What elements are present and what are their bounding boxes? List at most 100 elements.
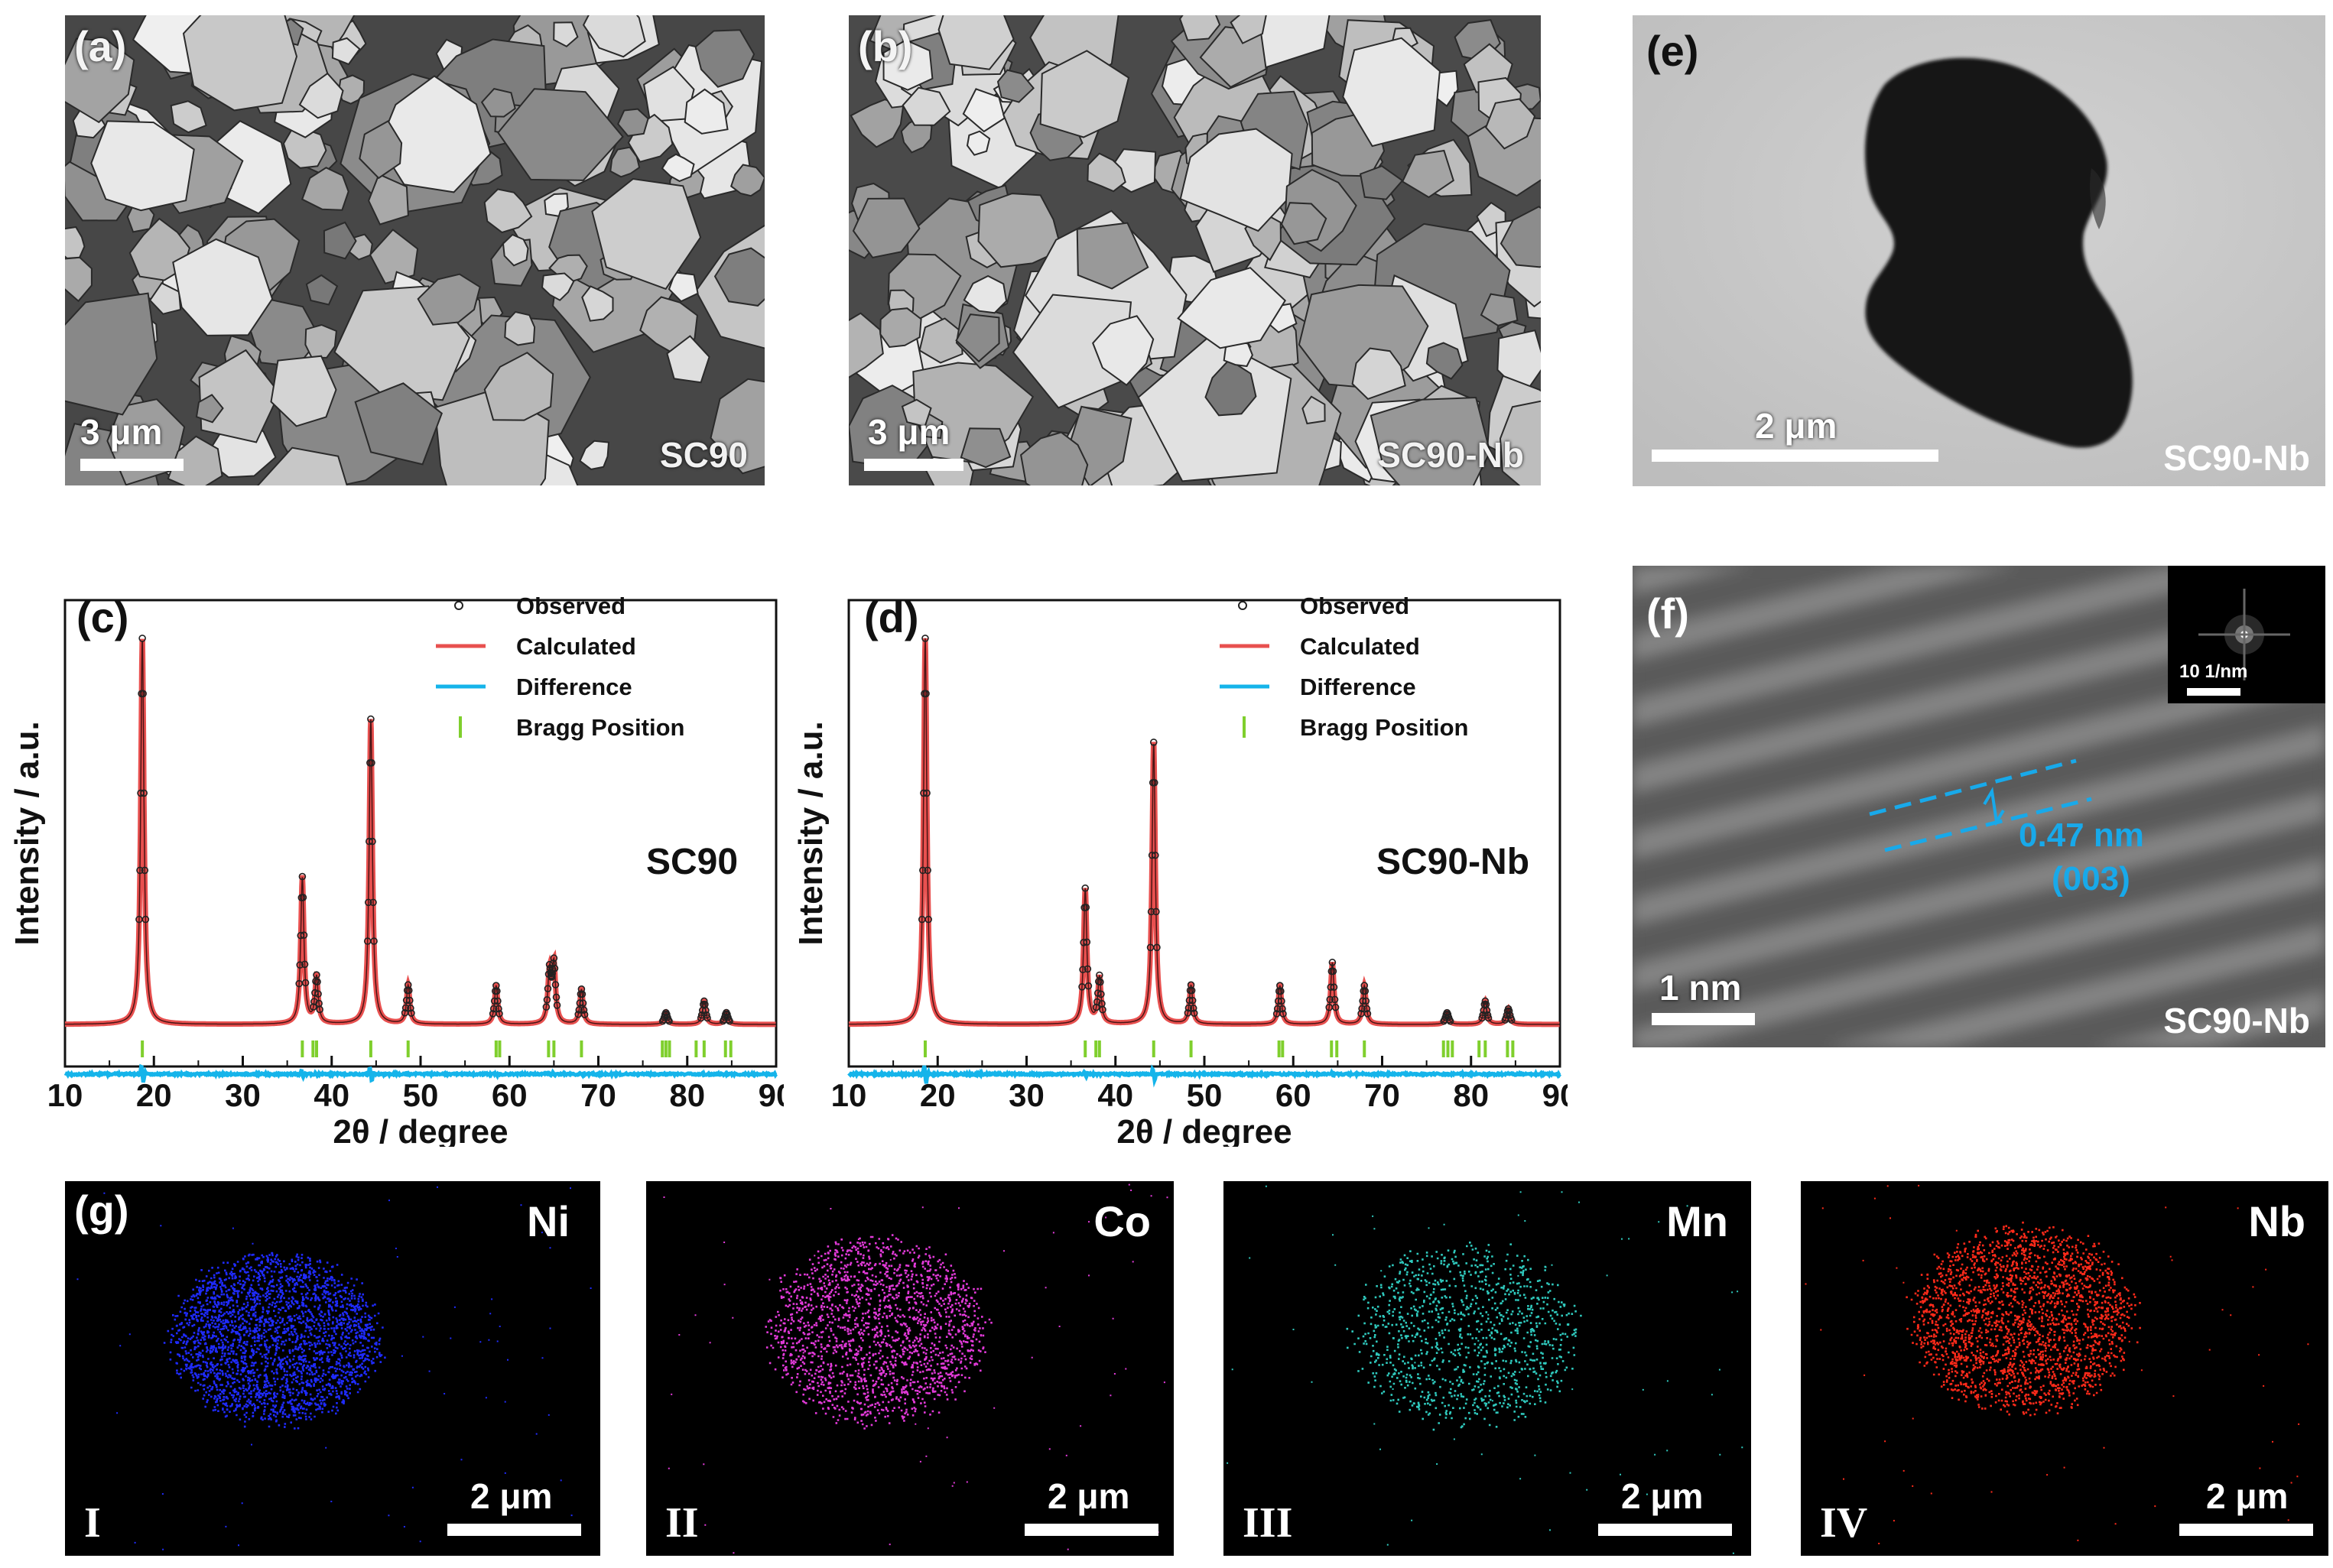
observed-point [1481,997,1490,1005]
sem-particles-sc90 [65,15,765,485]
observed-point [370,937,378,945]
legend-entry: Calculated [1300,633,1420,660]
sem-particle [1280,202,1327,245]
scale-bar-b [864,459,963,471]
observed-point [1147,907,1155,916]
observed-point [548,973,556,981]
x-tick-label: 40 [1097,1077,1133,1113]
observed-point [406,996,414,1005]
plot-frame [847,599,1561,1068]
xrd-chart-sc90-nb-svg: 10 20 30 40 50 60 70 80 90 2θ / degree Intensity /… [792,592,1568,1147]
observed-point [1358,1005,1366,1013]
panel-label-a: (a) [74,22,127,70]
sem-particle [304,323,337,359]
observed-point [366,837,373,846]
difference-curve [847,1064,1561,1088]
observed-point [313,971,320,979]
sem-particle [170,100,207,134]
sem-particle [962,88,1006,133]
observed-point [489,1005,498,1013]
xrd-chart-sc90-svg: 10 20 30 40 50 60 70 80 90 2θ / degree Intensity /… [8,592,784,1147]
observed-point [369,837,376,846]
sem-particle [1500,206,1541,268]
sem-particles-sc90-nb [849,15,1541,485]
observed-point [408,1009,415,1017]
observed-point [1363,1005,1371,1013]
sem-particle [582,15,646,58]
eds-dots-nb [1805,1184,2309,1544]
x-tick-label: 20 [920,1077,956,1113]
sem-particle [298,72,344,119]
sem-particle [270,355,337,427]
sem-particle [504,310,536,346]
sem-particle [581,285,614,322]
x-tick-label: 80 [669,1077,705,1113]
sem-particle [305,274,339,306]
legend-entry: Observed [1300,592,1409,619]
observed-point [576,999,584,1007]
sem-particle [850,99,905,148]
observed-point [1093,998,1101,1006]
legend-entry: Bragg Position [1300,714,1468,741]
sem-particle [591,177,702,291]
sem-particle [694,29,755,88]
observed-point [580,1006,588,1014]
eds-element-co: Co [1093,1197,1151,1245]
sample-label-a: SC90 [659,435,748,475]
sem-image-sc90: (a) 3 μm SC90 [65,15,765,485]
sem-particle [1020,431,1089,485]
x-tick-label: 90 [759,1077,784,1113]
y-axis-label: Intensity / a.u. [8,721,46,945]
sem-particle [710,378,765,475]
observed-point [550,954,558,963]
observed-point [551,981,560,989]
sem-particle [666,335,710,384]
observed-point [402,996,411,1005]
sem-particle [609,146,641,178]
sem-particle [1204,359,1257,417]
eds-scale-bar-nb [2179,1524,2313,1536]
sem-particle [918,317,963,364]
sem-particle [1342,37,1441,148]
observed-point [579,999,587,1007]
x-tick-label: 40 [314,1077,349,1113]
sem-particle [369,229,419,284]
eds-signal [76,1186,592,1550]
observed-point [1188,986,1196,995]
observed-point [551,964,559,972]
sem-particle [684,88,729,135]
observed-point [1274,997,1282,1005]
legend-marker-observed [454,601,463,610]
sem-particle [368,173,409,226]
sem-particle [553,21,579,47]
sem-particle [901,398,932,428]
d-spacing-label: 0.47 nm [2019,816,2144,854]
sem-particle [541,272,575,301]
observed-point [924,866,931,875]
x-tick-label: 60 [492,1077,528,1113]
observed-point [493,987,501,995]
inset-scale-label: 10 1/nm [2179,661,2248,682]
legend-entry: Calculated [516,633,636,660]
observed-point [367,715,375,723]
scale-bar-label-a: 3 μm [80,412,163,452]
observed-point [1097,978,1104,986]
observed-point [1329,967,1337,976]
sem-particle [1351,347,1406,401]
observed-point [301,979,310,987]
eds-map-mn: Mn III 2 μm [1223,1181,1751,1556]
sem-particle [65,226,86,259]
observed-point [314,990,322,998]
x-axis-label: 2θ / degree [333,1113,508,1147]
observed-point [1092,1003,1100,1011]
eds-scale-bar-mn [1598,1524,1732,1536]
observed-point [1279,1005,1286,1013]
sem-particle [1301,395,1326,425]
x-tick-label: 60 [1275,1077,1311,1113]
observed-point [697,1011,706,1019]
observed-point [1099,1005,1106,1014]
tem-image: (e) 2 μm SC90-Nb [1633,15,2325,486]
observed-point [542,1003,551,1011]
observed-point [922,690,930,698]
eds-map-nb: Nb IV 2 μm [1801,1181,2328,1556]
